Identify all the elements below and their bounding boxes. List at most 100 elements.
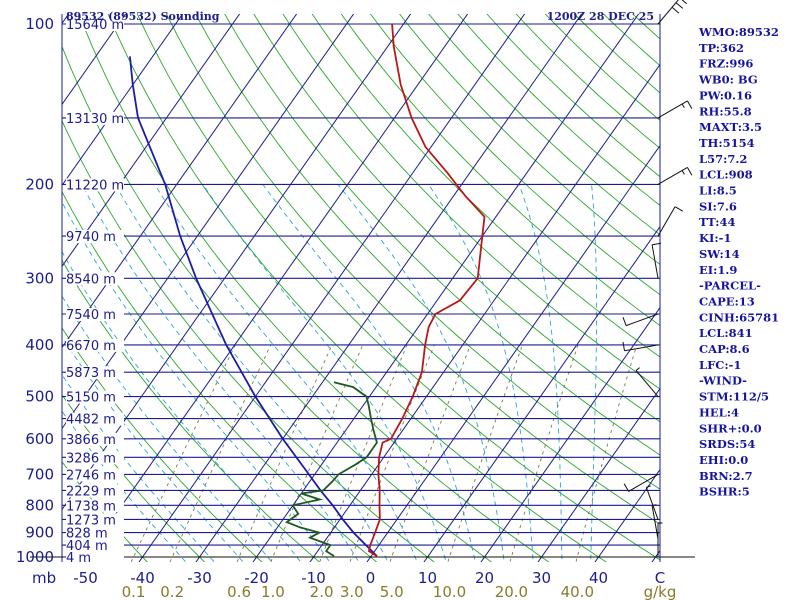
index-entry: CAPE:13 (699, 294, 755, 308)
index-entry: LI:8.5 (699, 184, 737, 198)
moist-adiabat (590, 184, 598, 562)
isotherm (62, 14, 298, 349)
isotherm (62, 14, 70, 25)
wind-barb-half (681, 103, 685, 109)
height-label: 4482 m (66, 413, 116, 428)
wind-barb-flag (622, 317, 627, 326)
temperature-tick-label: 40 (589, 569, 608, 587)
isotherm (0, 12, 13, 568)
index-entry: CAP:8.6 (699, 342, 750, 356)
isotherm (252, 14, 640, 562)
height-label-background (66, 432, 124, 446)
height-label-background (66, 272, 124, 286)
temperature-tick-label: -10 (301, 569, 326, 587)
pressure-tick-label: 500 (25, 388, 54, 406)
height-label: 6670 m (66, 339, 116, 354)
height-label-background (66, 412, 124, 426)
temperature-tick-label: 10 (418, 569, 437, 587)
height-label-background (66, 513, 124, 527)
wind-barb (622, 313, 659, 327)
isotherm (62, 14, 184, 187)
index-entry: -WIND- (699, 374, 747, 388)
wind-barb-flag (686, 167, 693, 176)
wind-barb-staff (651, 505, 659, 540)
isotherm (138, 14, 526, 562)
mixing-ratio-line (349, 344, 435, 562)
dry-adiabat (62, 45, 493, 562)
pressure-unit-label: mb (32, 569, 56, 587)
temperature-tick-label: -50 (73, 569, 98, 587)
mixing-ratio-label: 5.0 (380, 583, 404, 600)
height-label: 5873 m (66, 366, 116, 381)
wind-barb (622, 341, 659, 352)
wind-barb-staff (651, 244, 659, 279)
dry-adiabat (62, 394, 206, 562)
temperature-tick-label: -30 (187, 569, 212, 587)
wind-barb-staff (628, 473, 659, 492)
height-label-background (66, 111, 124, 125)
wind-barb (657, 206, 684, 237)
wind-barb-staff (657, 206, 676, 237)
mixing-ratio-line (270, 344, 364, 562)
temperature-tick-label: 30 (532, 569, 551, 587)
dry-adiabat (165, 14, 660, 525)
profiles (129, 23, 486, 557)
temperature-tick-label: 20 (475, 569, 494, 587)
mixing-ratio-label: 10.0 (433, 583, 466, 600)
index-entry: BRN:2.7 (699, 469, 753, 483)
index-entry: HEL:4 (699, 405, 739, 419)
height-label-background (66, 308, 124, 321)
index-entry: KI:-1 (699, 231, 731, 245)
dry-adiabats (62, 14, 660, 562)
index-entry: WMO:89532 (698, 25, 779, 39)
wind-barb-flag (652, 242, 662, 246)
wind-barb-flag (671, 6, 680, 14)
wind-barb-staff (625, 313, 659, 327)
pressure-tick-label: 200 (25, 175, 54, 193)
mixing-ratio-label: 2.0 (310, 583, 334, 600)
height-label-background (66, 390, 124, 404)
parcel-trace (129, 56, 378, 557)
index-entry: SW:14 (699, 247, 740, 261)
isotherm (62, 14, 355, 430)
isotherm (195, 14, 583, 562)
wind-barb-flag (674, 206, 684, 212)
height-label-background (66, 468, 124, 482)
height-label: 15640 m (66, 18, 124, 33)
height-label: 1738 m (66, 499, 116, 514)
station-title: 89532 (89532) Sounding (66, 10, 220, 23)
wind-barb (645, 485, 659, 520)
wind-barb-staff (657, 100, 688, 119)
moist-adiabat (518, 184, 563, 562)
height-label-background (66, 451, 124, 465)
isobars (30, 14, 695, 562)
mixing-ratio-label: 0.6 (227, 583, 251, 600)
wind-barb-flag (622, 341, 625, 351)
dry-adiabat (62, 119, 435, 562)
dry-adiabat (282, 14, 660, 390)
height-label-background (66, 18, 124, 31)
mixing-ratio-line (509, 344, 579, 562)
mixing-ratio-label: 40.0 (561, 583, 594, 600)
height-label: 9740 m (66, 230, 116, 245)
height-label: 8540 m (66, 272, 116, 287)
height-label-background (66, 526, 124, 540)
dry-adiabat (195, 14, 660, 490)
mixing-ratio-line (447, 344, 523, 562)
moist-adiabat (202, 184, 447, 562)
pressure-tick-label: 300 (25, 269, 54, 287)
height-label: 11220 m (66, 178, 124, 193)
index-entry: L57:7.2 (699, 152, 747, 166)
index-entry: STM:112/5 (699, 390, 769, 404)
dry-adiabat (224, 14, 660, 456)
dry-adiabat (253, 14, 660, 423)
index-entry: SRDS:54 (699, 437, 755, 451)
isotherm (366, 144, 660, 562)
isotherm (480, 306, 660, 562)
height-label: 5150 m (66, 391, 116, 406)
height-label-background (66, 499, 124, 513)
index-entry: -PARCEL- (699, 279, 761, 293)
